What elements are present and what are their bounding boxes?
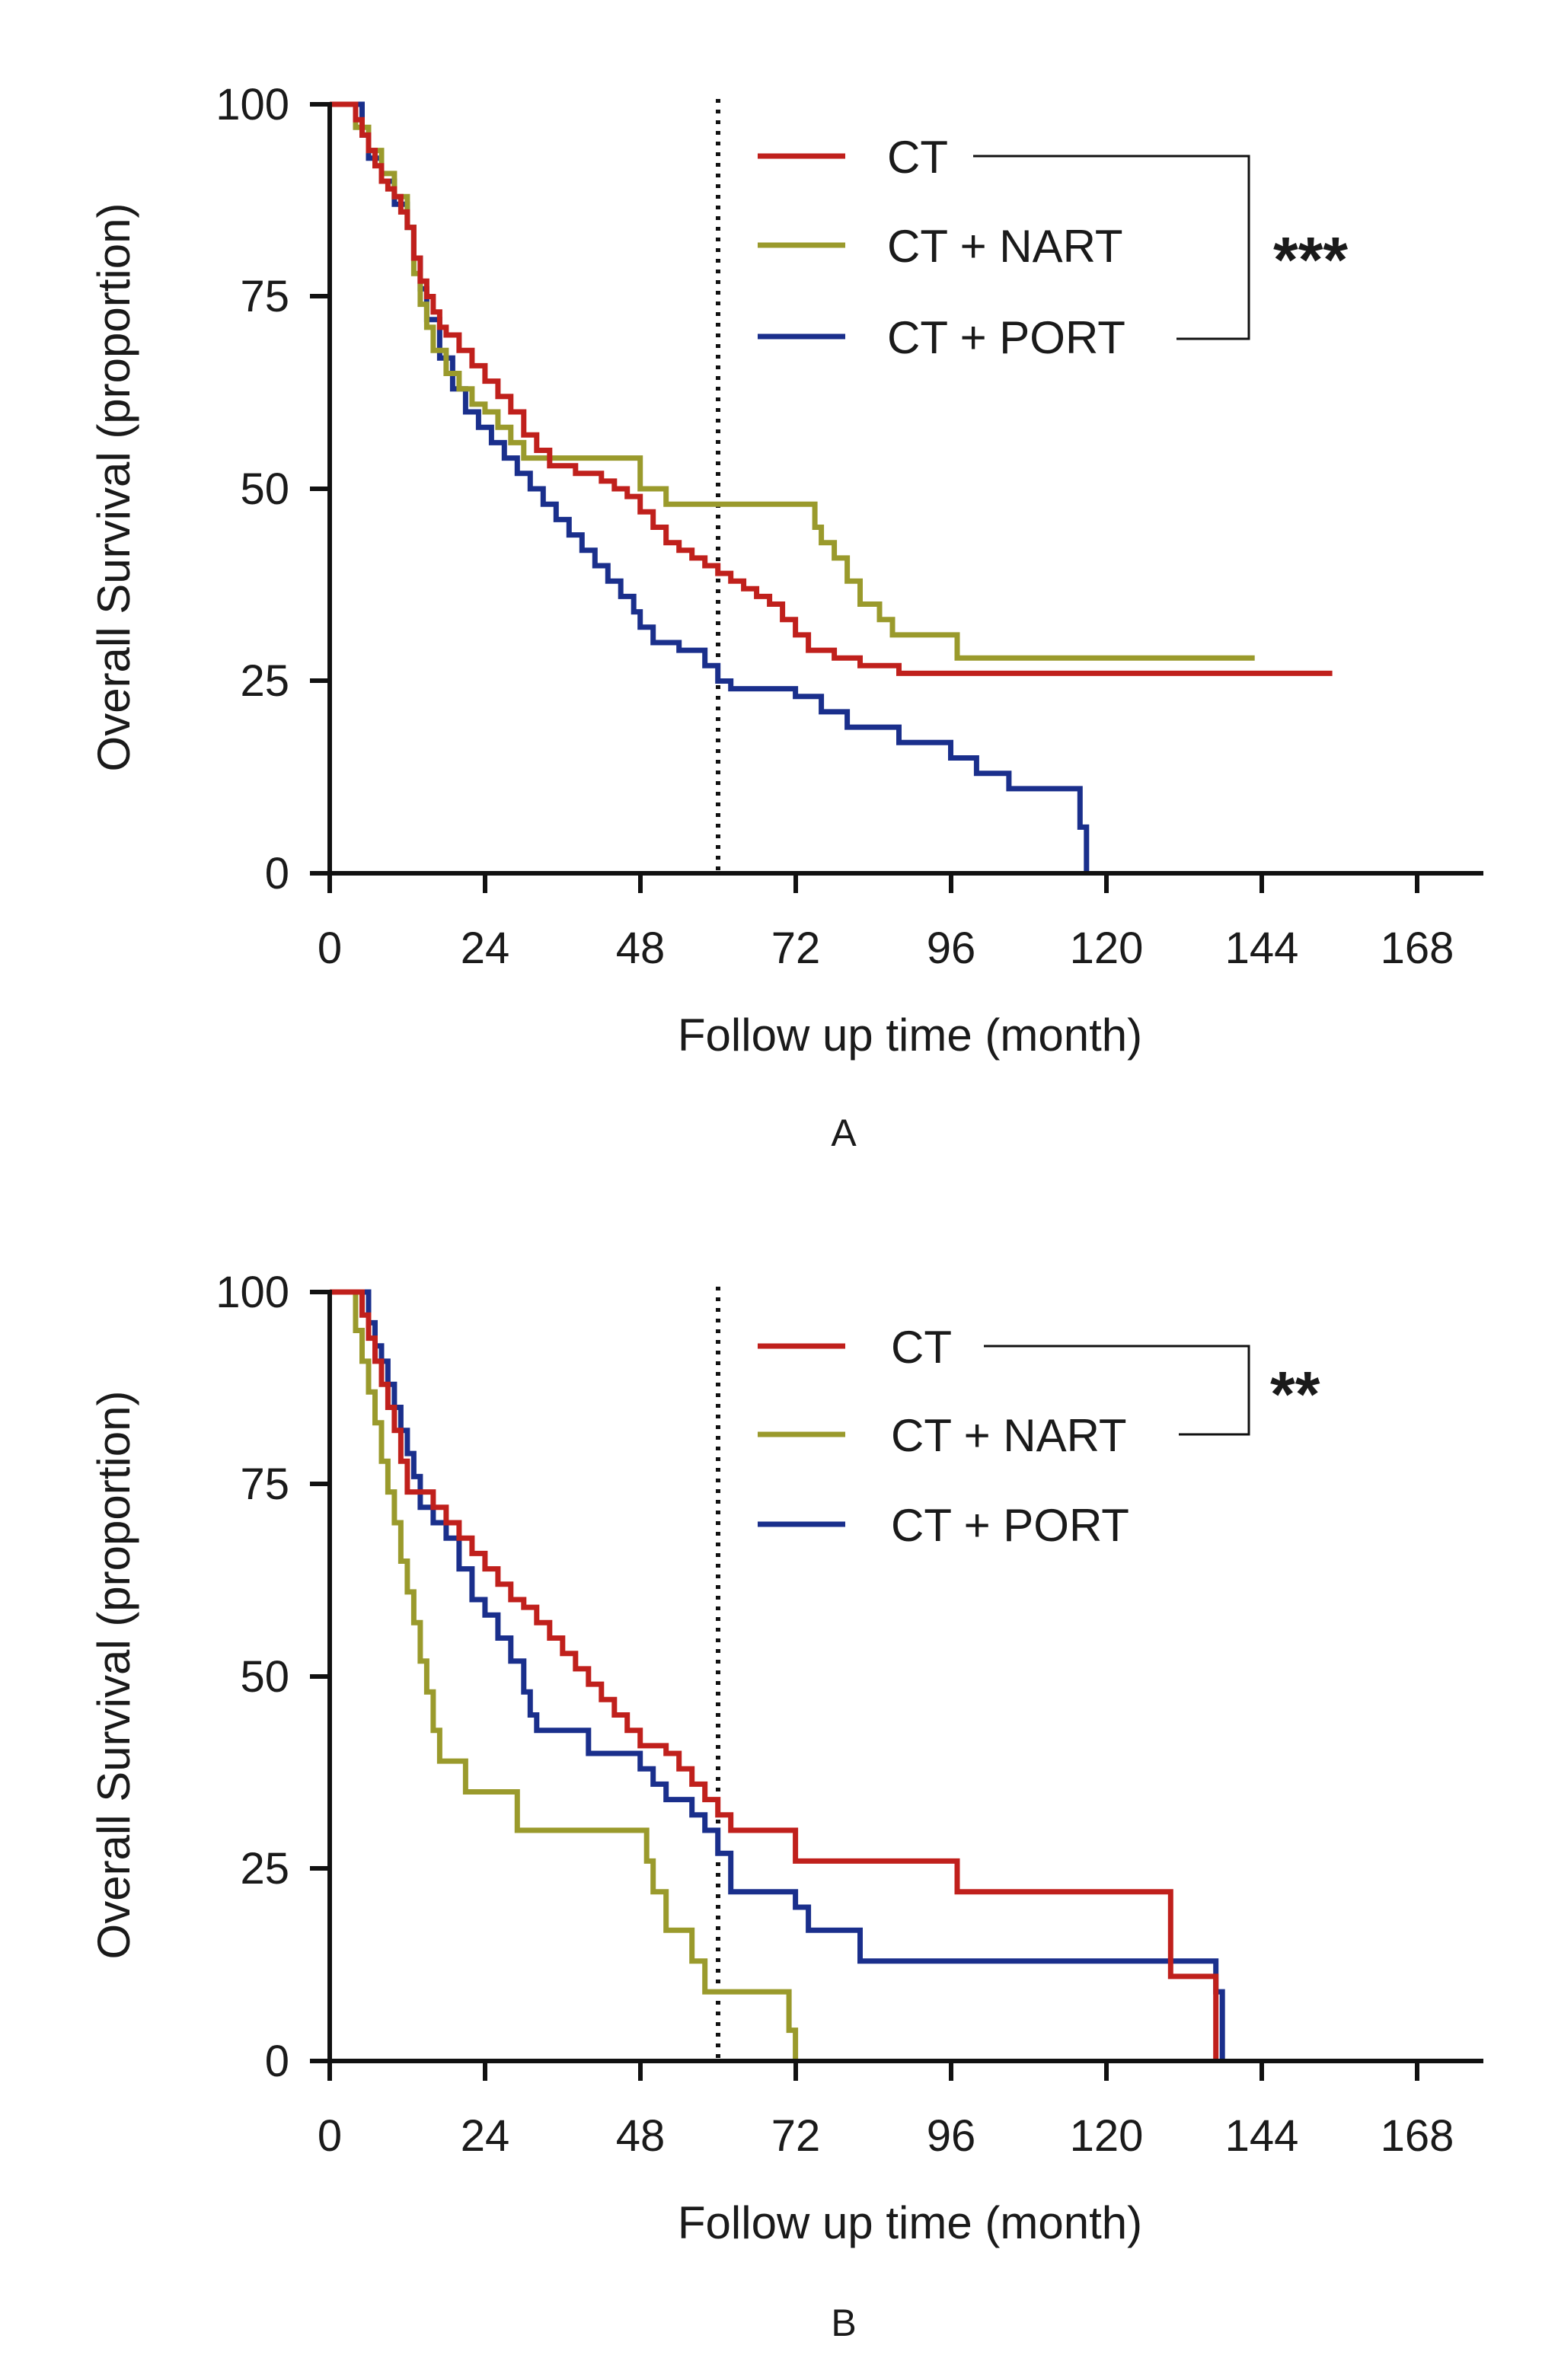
- x-tick-label: 144: [1225, 924, 1299, 973]
- panel-a: 0 25 50 75 100 0 24 48 72 96 120 144 168: [88, 80, 1483, 1154]
- series-layer: [330, 1289, 1225, 2061]
- x-tick-label: 120: [1070, 2111, 1144, 2161]
- significance-label: ***: [1273, 224, 1348, 295]
- y-tick-label: 75: [240, 1460, 289, 1509]
- x-ticks: [327, 2061, 1419, 2081]
- x-tick-label: 24: [461, 2111, 510, 2161]
- x-tick-label: 168: [1381, 2111, 1454, 2161]
- significance-bracket: [984, 1345, 1250, 1436]
- y-tick-label: 25: [240, 1844, 289, 1893]
- x-ticks: [327, 873, 1419, 893]
- x-tick-labels: 0 24 48 72 96 120 144 168: [318, 2111, 1454, 2161]
- km-curve-ct-port: [330, 101, 1090, 873]
- legend-label-ct-nart: CT + NART: [887, 221, 1123, 272]
- y-tick-label: 50: [240, 1652, 289, 1702]
- series-layer: [330, 101, 1333, 873]
- x-axis-title: Follow up time (month): [678, 2197, 1142, 2248]
- km-curve-ct-nart: [330, 1289, 799, 2061]
- x-tick-label: 0: [318, 2111, 342, 2161]
- panel-label-a: A: [831, 1112, 857, 1154]
- y-tick-label: 75: [240, 272, 289, 321]
- y-ticks: [310, 102, 330, 876]
- x-tick-label: 24: [461, 924, 510, 973]
- legend: CT CT + NART CT + PORT: [758, 1322, 1129, 1551]
- km-curve-ct-port: [330, 1289, 1225, 2061]
- legend-label-ct: CT: [891, 1322, 952, 1373]
- panel-b: 0 25 50 75 100 0 24 48 72 96 120 144 168: [88, 1268, 1483, 2344]
- legend: CT CT + NART CT + PORT: [758, 132, 1125, 363]
- y-tick-label: 0: [265, 849, 289, 898]
- y-tick-label: 100: [216, 1268, 289, 1317]
- x-tick-label: 72: [771, 2111, 821, 2161]
- y-tick-label: 25: [240, 656, 289, 706]
- legend-label-ct-nart: CT + NART: [891, 1410, 1127, 1461]
- y-tick-label: 0: [265, 2037, 289, 2086]
- x-tick-label: 144: [1225, 2111, 1299, 2161]
- y-tick-label: 50: [240, 464, 289, 514]
- km-curve-ct: [330, 1289, 1219, 2061]
- km-curve-ct-nart: [330, 101, 1255, 661]
- x-tick-label: 96: [927, 924, 976, 973]
- x-tick-label: 48: [616, 924, 666, 973]
- x-tick-label: 72: [771, 924, 821, 973]
- legend-label-ct-port: CT + PORT: [887, 312, 1125, 363]
- legend-label-ct: CT: [887, 132, 948, 183]
- legend-label-ct-port: CT + PORT: [891, 1500, 1129, 1551]
- km-curve-ct: [330, 101, 1333, 676]
- y-tick-labels: 0 25 50 75 100: [216, 80, 289, 898]
- y-tick-labels: 0 25 50 75 100: [216, 1268, 289, 2086]
- x-tick-labels: 0 24 48 72 96 120 144 168: [318, 924, 1454, 973]
- significance-bracket: [973, 155, 1250, 340]
- y-tick-label: 100: [216, 80, 289, 129]
- x-tick-label: 48: [616, 2111, 666, 2161]
- x-tick-label: 96: [927, 2111, 976, 2161]
- panel-label-b: B: [831, 2302, 856, 2344]
- x-axis-title: Follow up time (month): [678, 1010, 1142, 1061]
- y-axis-title: Overall Survival (proportion): [88, 1391, 139, 1960]
- x-tick-label: 168: [1381, 924, 1454, 973]
- y-axis-title: Overall Survival (proportion): [88, 203, 139, 772]
- y-ticks: [310, 1290, 330, 2063]
- significance-label: **: [1270, 1358, 1320, 1430]
- x-tick-label: 0: [318, 924, 342, 973]
- x-tick-label: 120: [1070, 924, 1144, 973]
